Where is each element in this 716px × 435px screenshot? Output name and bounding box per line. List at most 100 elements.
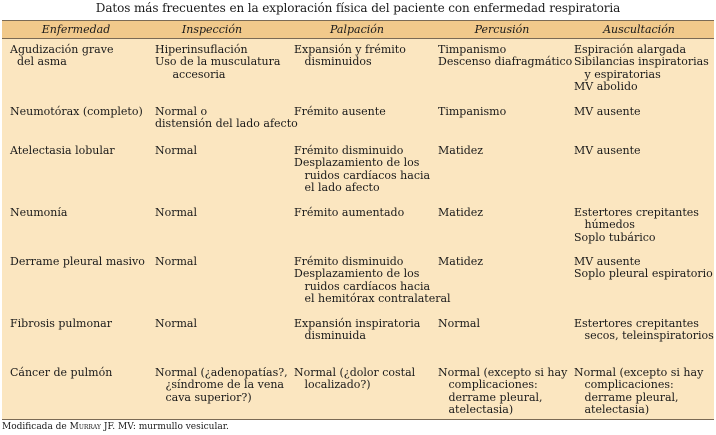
- cell-enfermedad: Atelectasia lobular: [10, 144, 115, 157]
- cell-line: Soplo tubárico: [574, 230, 656, 244]
- cell-line: Normal (excepto si hay: [438, 366, 568, 379]
- cell-line: atelectasia): [574, 403, 650, 417]
- cell-line: Normal (excepto si hay: [574, 366, 704, 379]
- header-enfermedad: Enfermedad: [41, 23, 111, 36]
- cell-line: Normal (¿adenopatías?,: [155, 366, 288, 379]
- cell-line: Matidez: [438, 206, 484, 219]
- cell-line: derrame pleural,: [438, 390, 543, 404]
- cell-line: Expansión y frémito: [294, 43, 406, 56]
- cell-line: Agudización grave: [10, 43, 114, 56]
- cell-line: del asma: [10, 55, 67, 69]
- cell-palpacion: Expansión inspiratoria disminuida: [294, 317, 420, 343]
- cell-line: cava superior?): [155, 390, 252, 404]
- cell-line: secos, teleinspiratorios: [574, 329, 714, 343]
- cell-line: Cáncer de pulmón: [10, 366, 113, 379]
- cell-line: accesoria: [155, 67, 226, 81]
- cell-percusion: Timpanismo: [438, 105, 507, 118]
- cell-palpacion: Frémito ausente: [294, 105, 386, 118]
- table-header: Enfermedad Inspección Palpación Percusió…: [2, 20, 714, 39]
- cell-palpacion: Frémito disminuido Desplazamiento de los …: [294, 255, 451, 306]
- cell-line: Normal: [155, 206, 198, 219]
- cell-enfermedad: Cáncer de pulmón: [10, 366, 113, 379]
- cell-line: Matidez: [438, 144, 484, 157]
- cell-line: Timpanismo: [438, 105, 507, 118]
- cell-line: Fibrosis pulmonar: [10, 317, 112, 330]
- cell-auscultacion: Estertores crepitantes secos, teleinspir…: [574, 317, 714, 343]
- cell-line: MV ausente: [574, 144, 641, 157]
- cell-line: Hiperinsuflación: [155, 43, 248, 56]
- cell-line: ¿síndrome de la vena: [155, 378, 284, 392]
- cell-enfermedad: Neumonía: [10, 206, 68, 219]
- cell-line: Atelectasia lobular: [10, 144, 115, 157]
- cell-line: MV ausente: [574, 105, 641, 118]
- cell-line: disminuida: [294, 329, 366, 343]
- cell-inspeccion: Normal (¿adenopatías?, ¿síndrome de la v…: [155, 366, 288, 404]
- cell-auscultacion: Espiración alargada Sibilancias inspirato…: [574, 43, 709, 94]
- cell-line: atelectasia): [438, 403, 514, 417]
- cell-inspeccion: Hiperinsuflación Uso de la musculatura ac…: [155, 43, 281, 81]
- cell-auscultacion: MV ausente: [574, 144, 641, 157]
- cell-line: Derrame pleural masivo: [10, 255, 145, 268]
- cell-line: ruidos cardíacos hacia: [294, 168, 431, 182]
- cell-line: Estertores crepitantes: [574, 206, 699, 219]
- findings-table: Enfermedad Inspección Palpación Percusió…: [2, 20, 714, 420]
- cell-line: Desplazamiento de los: [294, 156, 420, 170]
- cell-line: Frémito disminuido: [294, 144, 404, 157]
- cell-percusion: Normal: [438, 317, 481, 330]
- cell-line: Sibilancias inspiratorias: [574, 55, 709, 69]
- cell-line: Normal o: [155, 105, 208, 118]
- cell-line: Uso de la musculatura: [155, 55, 281, 69]
- cell-auscultacion: Normal (excepto si hay complicaciones: d…: [574, 366, 704, 417]
- table-bottom-rule: [2, 419, 714, 420]
- cell-line: complicaciones:: [574, 378, 674, 392]
- cell-line: disminuidos: [294, 55, 372, 69]
- cell-enfermedad: Fibrosis pulmonar: [10, 317, 112, 330]
- cell-line: distensión del lado afecto: [155, 117, 298, 131]
- cell-line: ruidos cardíacos hacia: [294, 279, 431, 293]
- cell-enfermedad: Agudización grave del asma: [10, 43, 114, 69]
- cell-percusion: Matidez: [438, 255, 484, 268]
- cell-line: Normal: [438, 317, 481, 330]
- cell-inspeccion: Normal o distensión del lado afecto: [155, 105, 298, 131]
- cell-line: Normal (¿dolor costal: [294, 366, 416, 379]
- cell-line: derrame pleural,: [574, 390, 679, 404]
- header-percusion: Percusión: [474, 23, 530, 36]
- cell-line: complicaciones:: [438, 378, 538, 392]
- cell-auscultacion: MV ausente Soplo pleural espiratorio: [574, 255, 713, 281]
- cell-line: Timpanismo: [438, 43, 507, 56]
- cell-enfermedad: Derrame pleural masivo: [10, 255, 145, 268]
- cell-line: Neumotórax (completo): [10, 105, 143, 118]
- footnote-prefix: Modificada de: [2, 422, 70, 432]
- cell-inspeccion: Normal: [155, 206, 198, 219]
- cell-auscultacion: MV ausente: [574, 105, 641, 118]
- footnote-author: Murray: [69, 422, 101, 432]
- cell-line: MV abolido: [574, 80, 638, 94]
- cell-line: Frémito ausente: [294, 105, 386, 118]
- cell-line: Normal: [155, 255, 198, 268]
- cell-palpacion: Frémito aumentado: [294, 206, 405, 219]
- cell-line: Normal: [155, 144, 198, 157]
- cell-auscultacion: Estertores crepitantes húmedos Soplo tubá…: [574, 206, 699, 244]
- cell-line: Neumonía: [10, 206, 68, 219]
- cell-line: el lado afecto: [294, 181, 380, 195]
- header-palpacion: Palpación: [330, 23, 384, 36]
- header-auscultacion: Auscultación: [603, 23, 675, 36]
- cell-percusion: Normal (excepto si hay complicaciones: d…: [438, 366, 568, 417]
- cell-line: Normal: [155, 317, 198, 330]
- cell-line: húmedos: [574, 218, 635, 232]
- cell-line: localizado?): [294, 378, 371, 392]
- cell-inspeccion: Normal: [155, 255, 198, 268]
- cell-line: Frémito aumentado: [294, 206, 405, 219]
- cell-line: Matidez: [438, 255, 484, 268]
- footnote-suffix: JF. MV: murmullo vesicular.: [100, 422, 229, 432]
- cell-percusion: Matidez: [438, 206, 484, 219]
- cell-line: Espiración alargada: [574, 43, 687, 56]
- cell-enfermedad: Neumotórax (completo): [10, 105, 143, 118]
- cell-line: y espiratorias: [574, 67, 661, 81]
- cell-percusion: Timpanismo Descenso diafragmático: [438, 43, 572, 69]
- header-inspeccion: Inspección: [181, 23, 243, 36]
- table-title: Datos más frecuentes en la exploración f…: [95, 1, 621, 15]
- footnote: Modificada de Murray JF. MV: murmullo ve…: [2, 422, 229, 432]
- cell-palpacion: Expansión y frémito disminuidos: [294, 43, 406, 69]
- cell-palpacion: Frémito disminuido Desplazamiento de los …: [294, 144, 431, 195]
